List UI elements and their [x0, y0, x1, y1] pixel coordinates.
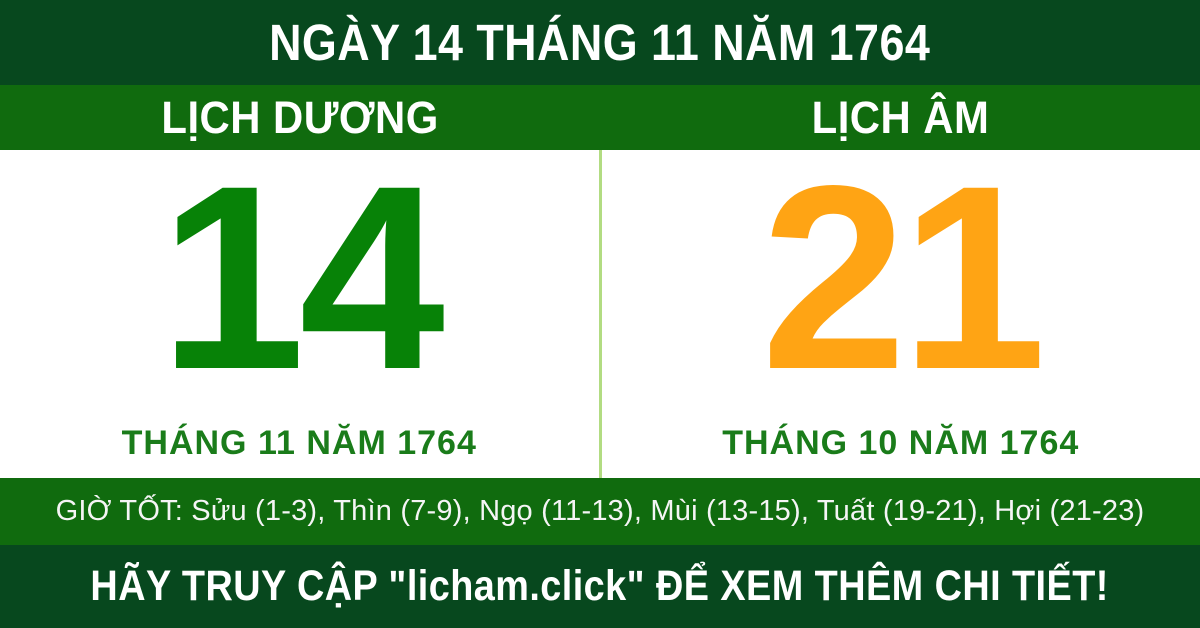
solar-day-number: 14 — [159, 131, 445, 425]
lunar-month-year: THÁNG 10 NĂM 1764 — [722, 423, 1080, 462]
lunar-panel: 21 THÁNG 10 NĂM 1764 — [602, 131, 1200, 478]
footer-cta-text: HÃY TRUY CẬP "licham.click" ĐỂ XEM THÊM … — [90, 562, 1110, 610]
lunar-calendar-label: LỊCH ÂM — [811, 91, 989, 143]
footer-bar: HÃY TRUY CẬP "licham.click" ĐỂ XEM THÊM … — [0, 545, 1200, 628]
good-hours-text: GIỜ TỐT: Sửu (1-3), Thìn (7-9), Ngọ (11-… — [55, 495, 1145, 527]
solar-calendar-header: LỊCH DƯƠNG — [0, 85, 600, 150]
header-bar: NGÀY 14 THÁNG 11 NĂM 1764 — [0, 0, 1200, 85]
solar-month-year: THÁNG 11 NĂM 1764 — [121, 423, 477, 462]
calendar-panels: 14 THÁNG 11 NĂM 1764 21 THÁNG 10 NĂM 176… — [0, 131, 1200, 478]
panel-divider — [598, 150, 602, 478]
lunar-calendar-header: LỊCH ÂM — [600, 85, 1200, 150]
solar-calendar-label: LỊCH DƯƠNG — [161, 91, 439, 143]
page-title: NGÀY 14 THÁNG 11 NĂM 1764 — [269, 14, 931, 71]
lunar-day-number: 21 — [761, 131, 1046, 425]
calendar-type-bar: LỊCH DƯƠNG LỊCH ÂM — [0, 85, 1200, 150]
solar-panel: 14 THÁNG 11 NĂM 1764 — [0, 131, 599, 478]
good-hours-bar: GIỜ TỐT: Sửu (1-3), Thìn (7-9), Ngọ (11-… — [0, 478, 1200, 545]
